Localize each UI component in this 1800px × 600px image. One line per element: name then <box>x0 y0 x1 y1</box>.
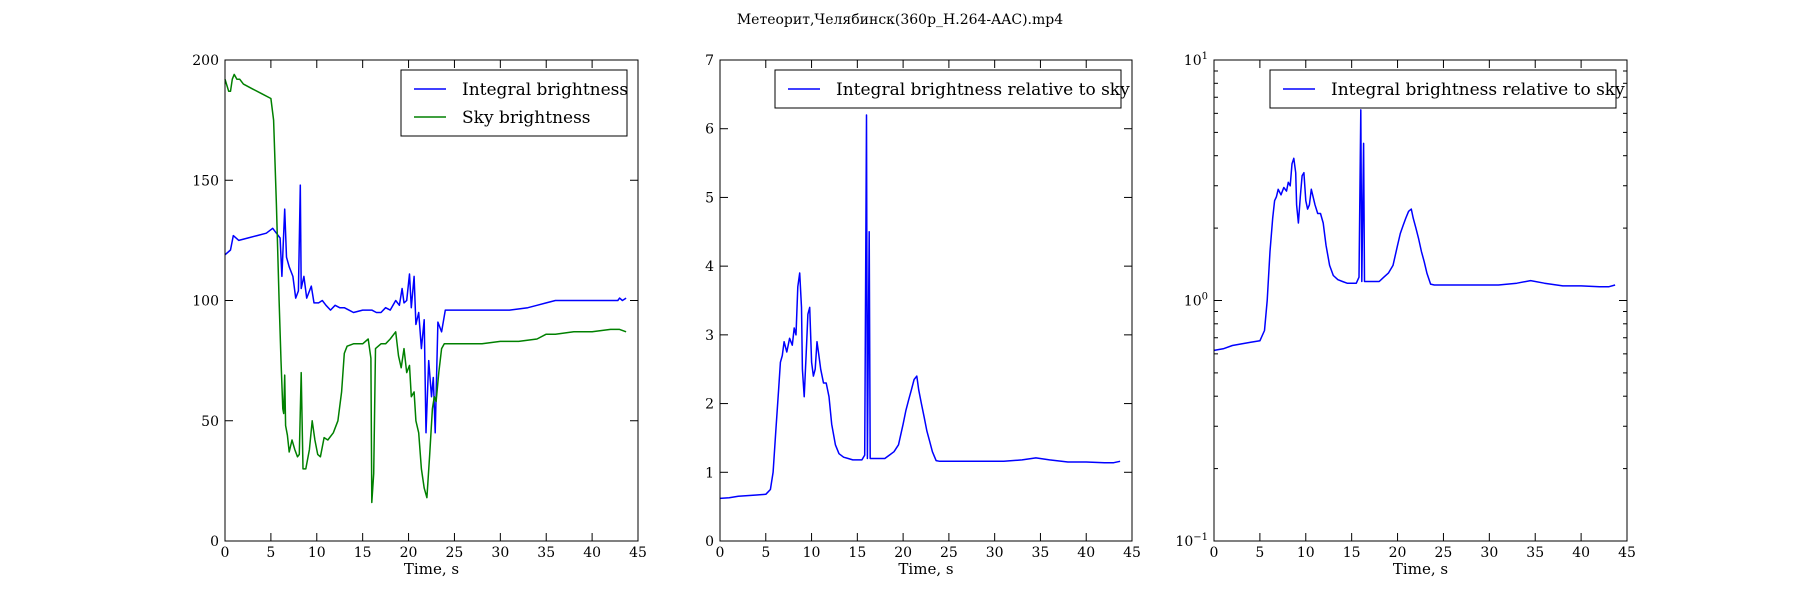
x-tick-label: 20 <box>1389 545 1407 561</box>
chart-panel-1: 0 5 10 15 20 25 30 35 40 45 0 50 100 150 200 Time, s Int… <box>192 53 647 578</box>
x-tick-label: 25 <box>446 545 464 561</box>
legend: Integral brightness relative to sky <box>774 69 1130 109</box>
x-tick-label: 15 <box>354 545 372 561</box>
legend-label: Integral brightness relative to sky <box>836 80 1130 100</box>
x-tick-label: 30 <box>491 545 509 561</box>
x-tick-label: 30 <box>1480 545 1498 561</box>
x-tick-label: 20 <box>894 545 912 561</box>
x-axis-label: Time, s <box>404 560 459 578</box>
x-tick-label: 0 <box>221 545 230 561</box>
legend: Integral brightness relative to sky <box>1269 69 1625 109</box>
y-tick-label: 5 <box>705 190 714 206</box>
y-tick-label: 150 <box>192 173 219 189</box>
x-tick-label: 35 <box>537 545 555 561</box>
series-line-3-1 <box>1213 109 1616 352</box>
y-tick-label: 0 <box>705 534 714 550</box>
legend-label: Sky brightness <box>462 108 591 128</box>
y-tick-label: 4 <box>705 259 714 275</box>
x-tick-label: 5 <box>1255 545 1264 561</box>
x-axis-label: Time, s <box>898 560 953 578</box>
legend-label: Integral brightness <box>462 80 628 100</box>
x-tick-label: 35 <box>1526 545 1544 561</box>
y-tick-label: 100 <box>1184 292 1208 310</box>
plot-frame <box>1213 59 1628 542</box>
x-tick-label: 35 <box>1032 545 1050 561</box>
legend-box <box>1269 69 1617 109</box>
y-tick-label: 7 <box>705 53 714 69</box>
x-tick-label: 5 <box>266 545 275 561</box>
figure-title: Метеорит,Челябинск(360p_H.264-AAC).mp4 <box>737 12 1063 28</box>
y-tick-label: 1 <box>705 465 714 481</box>
legend-label: Integral brightness relative to sky <box>1331 80 1625 100</box>
x-tick-label: 45 <box>629 545 647 561</box>
series-line-1-1 <box>224 184 627 434</box>
series-line-2-1 <box>719 114 1121 500</box>
x-tick-label: 40 <box>1572 545 1590 561</box>
x-tick-label: 40 <box>583 545 601 561</box>
y-tick-label: 0 <box>210 534 219 550</box>
x-tick-label: 40 <box>1077 545 1095 561</box>
legend-box <box>400 69 628 137</box>
x-tick-label: 20 <box>400 545 418 561</box>
x-tick-label: 15 <box>848 545 866 561</box>
y-tick-label: 10−1 <box>1175 532 1208 550</box>
legend: Integral brightness Sky brightness <box>400 69 628 137</box>
x-tick-label: 10 <box>803 545 821 561</box>
x-tick-label: 10 <box>1297 545 1315 561</box>
x-tick-label: 0 <box>1210 545 1219 561</box>
y-tick-label: 100 <box>192 294 219 310</box>
x-axis-label: Time, s <box>1393 560 1448 578</box>
x-tick-label: 15 <box>1343 545 1361 561</box>
series-line-1-2 <box>224 73 627 504</box>
y-tick-label: 3 <box>705 328 714 344</box>
y-tick-label: 200 <box>192 53 219 69</box>
y-tick-label: 50 <box>201 414 219 430</box>
x-tick-label: 5 <box>761 545 770 561</box>
x-tick-label: 45 <box>1123 545 1141 561</box>
x-tick-label: 10 <box>308 545 326 561</box>
plot-frame <box>719 59 1133 542</box>
chart-panel-3: 0 5 10 15 20 25 30 35 40 45 10−1 100 101 Time, s Integ… <box>1175 51 1635 578</box>
x-tick-label: 25 <box>1435 545 1453 561</box>
y-tick-label: 101 <box>1184 51 1208 69</box>
x-tick-label: 45 <box>1618 545 1636 561</box>
y-tick-label: 6 <box>705 122 714 138</box>
x-tick-label: 25 <box>940 545 958 561</box>
x-tick-label: 30 <box>986 545 1004 561</box>
legend-box <box>774 69 1122 109</box>
y-tick-label: 2 <box>705 397 714 413</box>
x-tick-label: 0 <box>716 545 725 561</box>
